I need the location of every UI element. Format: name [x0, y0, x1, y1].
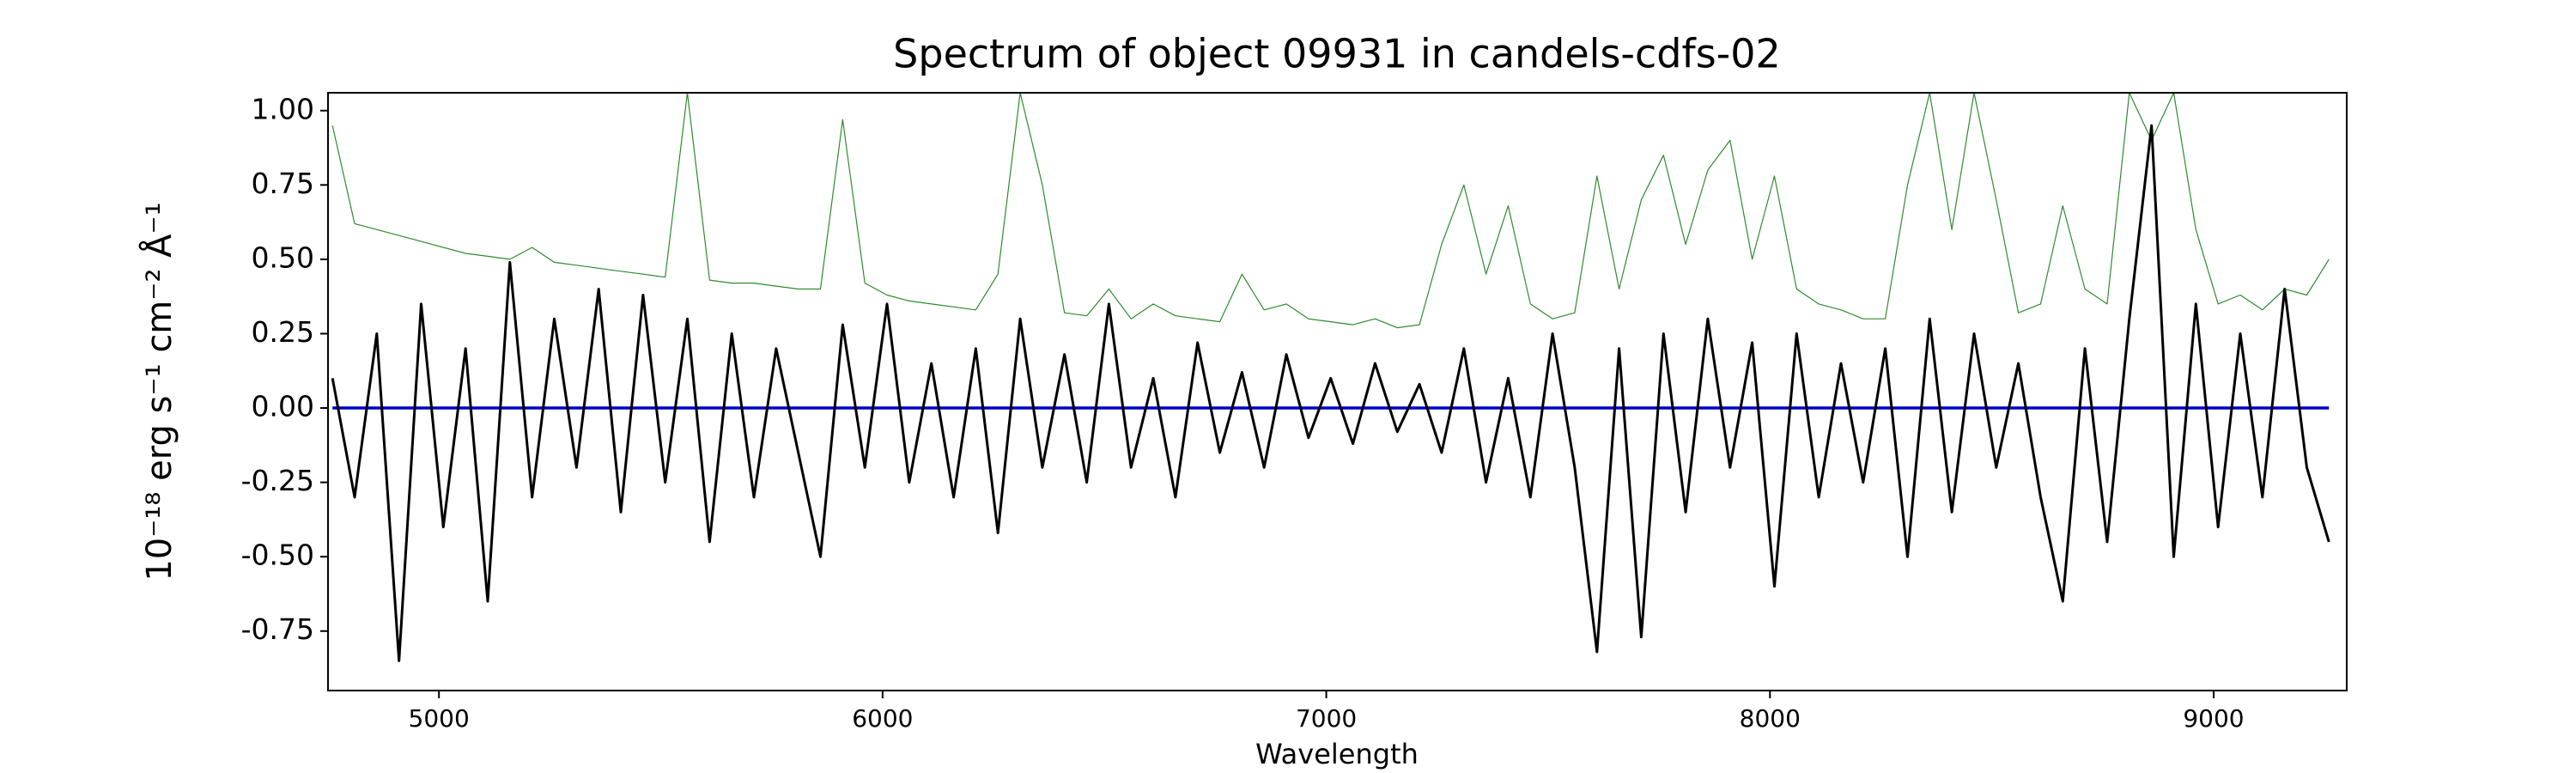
x-tick-label: 9000: [2183, 704, 2244, 733]
x-axis-label: Wavelength: [1255, 738, 1419, 770]
y-tick-label: 0.00: [252, 390, 314, 423]
chart-title: Spectrum of object 09931 in candels-cdfs…: [893, 31, 1781, 77]
x-tick-label: 6000: [852, 704, 913, 733]
series-line: [331, 124, 2330, 662]
x-tick-label: 7000: [1296, 704, 1357, 733]
y-tick-label: -0.25: [241, 464, 314, 497]
x-tick-label: 5000: [409, 704, 470, 733]
y-axis-label: 10⁻¹⁸ erg s⁻¹ cm⁻² Å⁻¹: [138, 202, 179, 581]
y-tick-label: -0.50: [241, 539, 314, 572]
plot-frame: [327, 92, 2348, 691]
y-tick-label: 0.25: [252, 315, 314, 349]
y-tick-label: 1.00: [252, 92, 314, 125]
y-tick-label: -0.75: [241, 612, 314, 646]
x-tick-label: 8000: [1740, 704, 1801, 733]
series-line: [331, 93, 2330, 329]
y-tick-label: 0.50: [252, 240, 314, 274]
y-tick-label: 0.75: [252, 167, 314, 200]
